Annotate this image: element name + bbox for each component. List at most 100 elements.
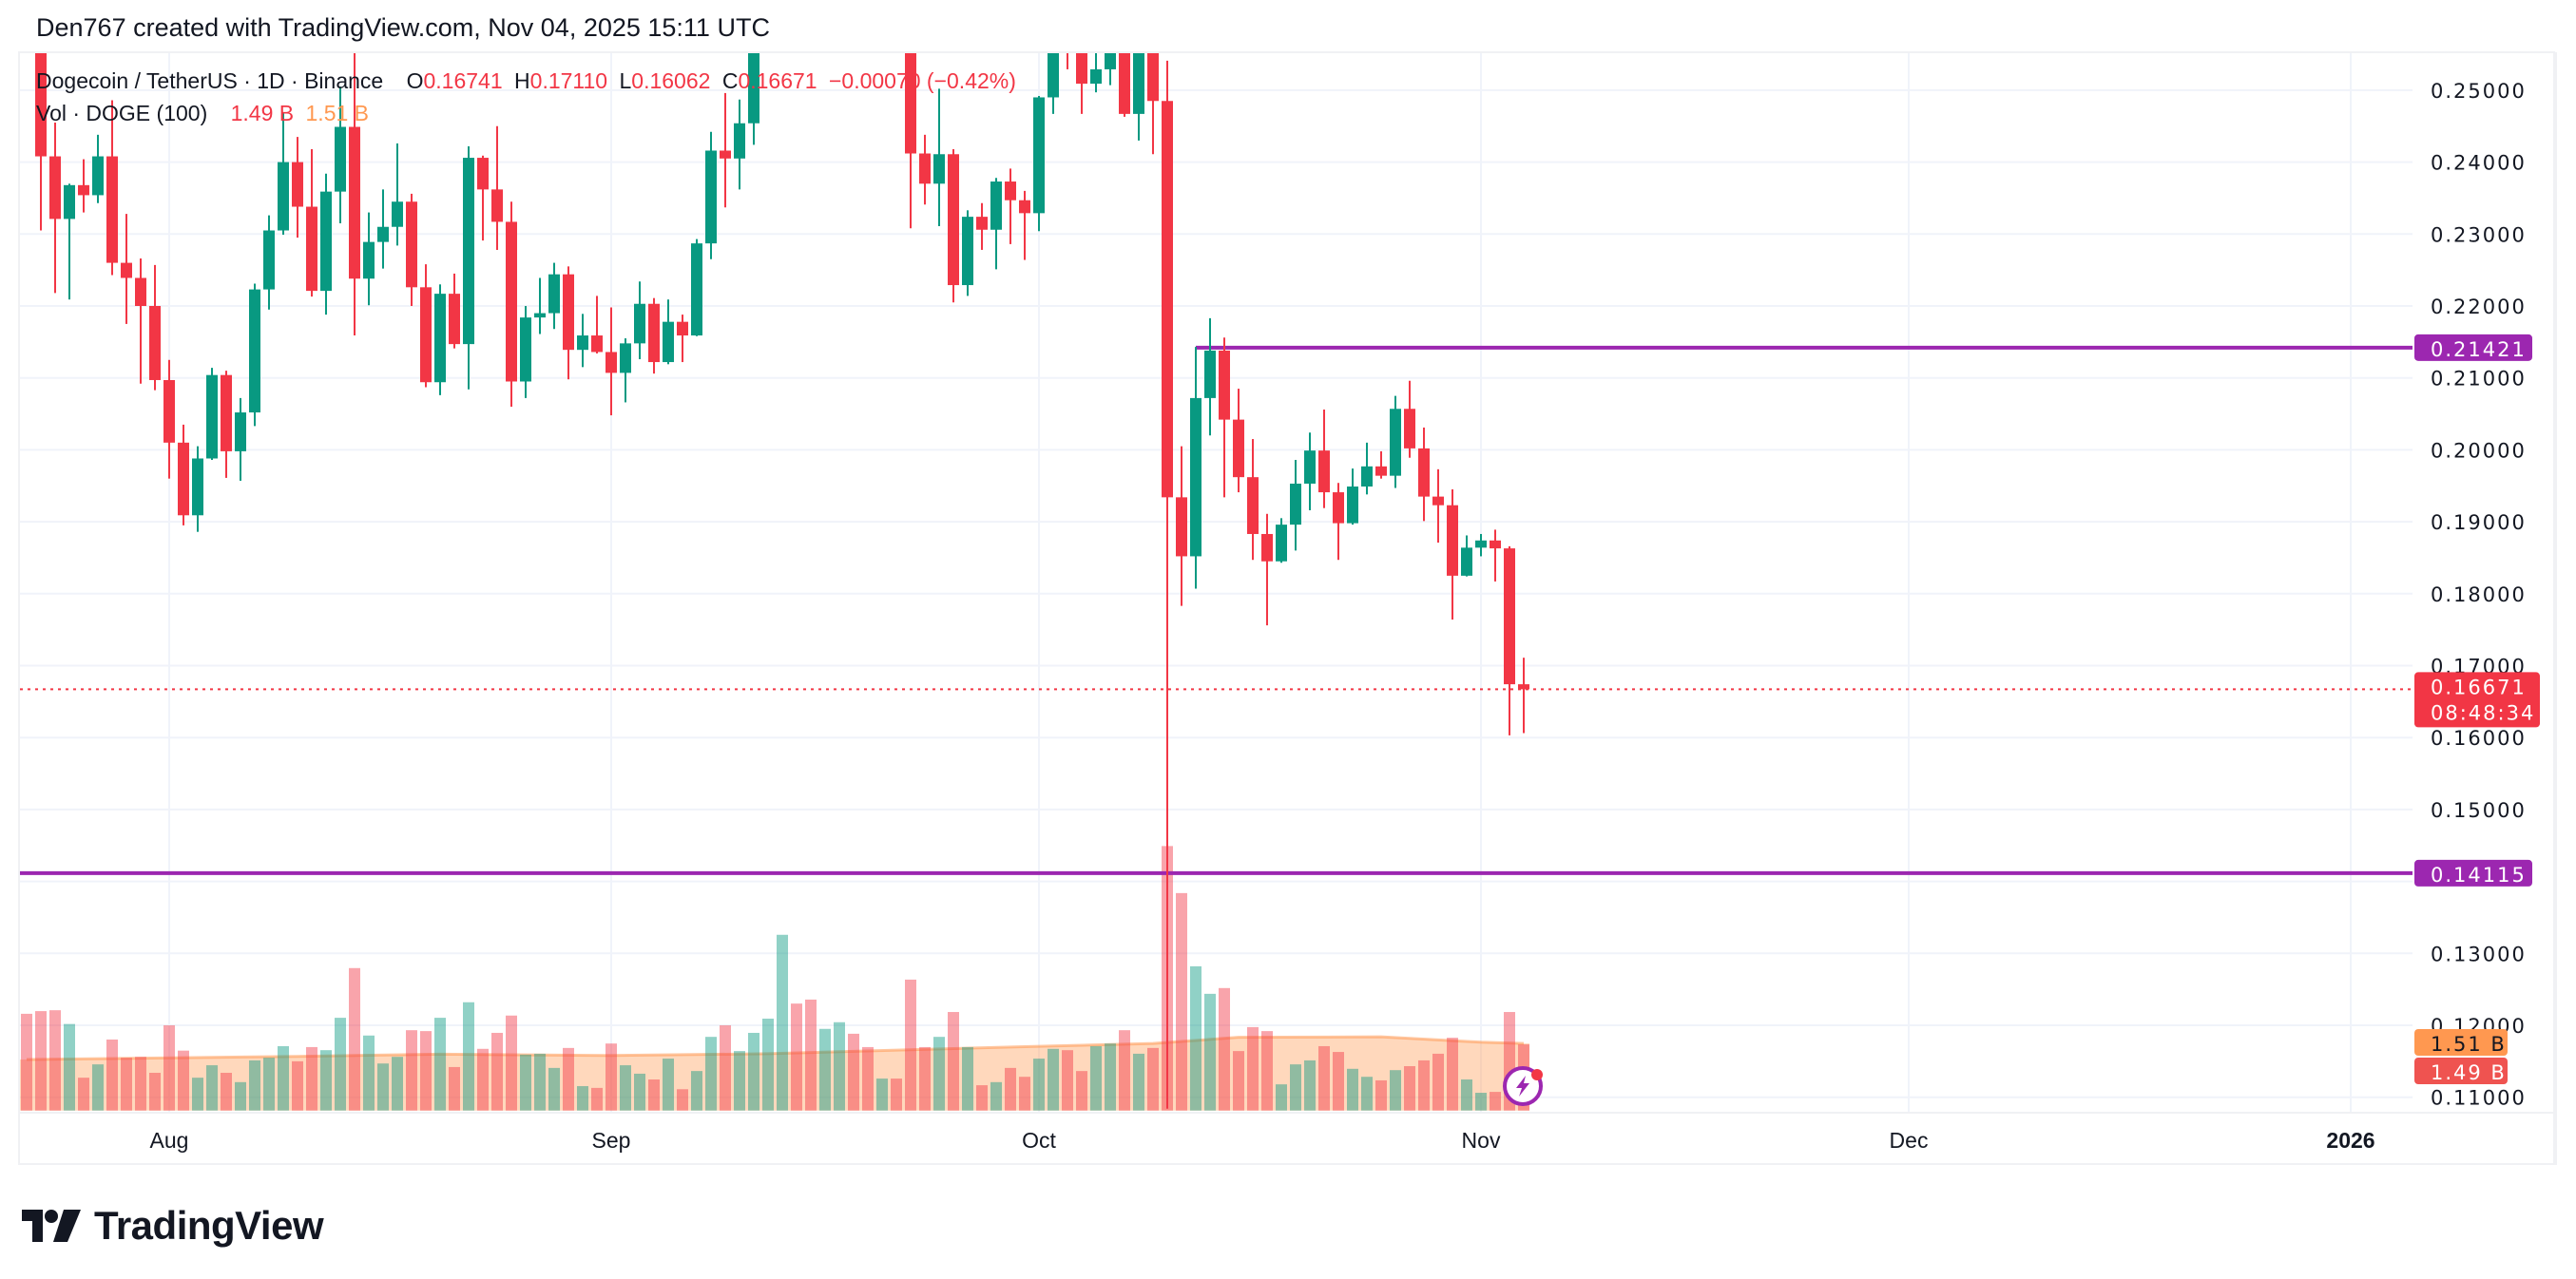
candle-body [548,274,560,314]
price-axis[interactable]: 0.25000 0.24000 0.23000 0.22000 0.21000 0.200… [2431,52,2557,1165]
candle-body [705,150,717,244]
volume-bar [705,1037,717,1111]
volume-bar [491,1032,503,1111]
close-label: C [721,68,739,93]
level-lines [20,345,2413,875]
volume-bar [78,1078,89,1111]
time-axis-label: Aug [150,1128,189,1153]
volume-bar [734,1051,745,1111]
last-price-badge-text: 08:48:34 [2431,701,2535,724]
symbol-legend[interactable]: Dogecoin / TetherUS · 1D · Binance O0.16… [36,68,1022,94]
candle-body [1119,53,1130,114]
volume-bar [1204,993,1216,1111]
tradingview-logo[interactable]: TradingView [22,1203,324,1248]
candle-body [221,374,232,451]
volume-bar [1418,1059,1430,1111]
time-axis[interactable]: Aug Sep Oct Nov Dec 2026 [150,1128,2375,1153]
candle-body [1247,477,1259,534]
candle-body [335,126,346,192]
volume-bar [1233,1051,1244,1111]
high-label: H [514,68,530,93]
candle-body [1190,397,1201,557]
level-price-badge-text: 0.14115 [2431,864,2527,887]
price-axis-label: 0.21000 [2431,368,2527,391]
candle-body [64,184,75,220]
volume-bar [221,1073,232,1111]
candle-body [1204,350,1216,398]
logo-text: TradingView [94,1203,324,1248]
volume-badge-bg [2414,1058,2508,1084]
candle-body [363,241,375,279]
candle-body [235,412,246,451]
candle-body [1290,483,1301,525]
candle-body [1076,53,1087,85]
last-price-badge-bg [2414,672,2540,728]
candle-body [121,262,132,278]
candle-body [149,306,161,380]
volume-bar [377,1063,389,1111]
price-axis-label: 0.25000 [2431,80,2527,103]
volume-bar [1005,1067,1016,1111]
volume-title[interactable]: Vol · DOGE (100) [36,101,208,125]
candle-body [1162,101,1173,498]
volume-bar [392,1057,403,1111]
candle-body [106,156,118,263]
volume-bar [1447,1038,1458,1111]
candle-body [1375,466,1387,476]
candle-body [320,191,332,292]
volume-bar [905,979,916,1111]
candle-body [278,162,289,231]
candle-body [392,201,403,227]
symbol-title[interactable]: Dogecoin / TetherUS · 1D · Binance [36,68,384,93]
volume-bar [990,1081,1002,1111]
level-price-badge-text: 0.21421 [2431,338,2527,361]
volume-bar [563,1047,574,1111]
candles [35,53,1529,1109]
volume-bar [206,1065,218,1111]
candle-body [491,189,503,222]
volume-bar [1133,1053,1144,1111]
price-axis-label: 0.20000 [2431,439,2527,462]
change-value: −0.00070 (−0.42%) [828,68,1016,93]
candle-body [1504,548,1515,685]
volume-bar [1475,1093,1487,1111]
volume-bar [434,1018,446,1111]
candle-body [591,335,603,353]
lightning-alert-icon[interactable] [1503,1066,1543,1106]
level-price-badge-bg [2414,859,2532,887]
volume-bar [948,1012,959,1111]
volume-bar [1261,1031,1273,1111]
volume-value: 1.49 B [230,101,295,125]
candle-body [178,442,189,516]
candle-body [1333,492,1344,524]
volume-bar [591,1087,603,1111]
candle-body [677,321,688,336]
last-price-badge-text: 0.16671 [2431,676,2527,698]
volume-bar [1333,1052,1344,1111]
volume-bar [320,1050,332,1111]
candle-body [434,294,446,383]
candle-body [1105,53,1116,69]
candle-body [1261,533,1273,562]
time-axis-label: Sep [592,1128,631,1153]
volume-bar [178,1050,189,1111]
price-axis-label: 0.19000 [2431,511,2527,534]
candle-body [263,230,275,290]
candle-body [1432,496,1444,506]
candle-body [990,181,1002,230]
last-price-badge: 0.16671 08:48:34 [2414,672,2540,728]
price-axis-label: 0.18000 [2431,583,2527,606]
candle-body [1461,547,1472,576]
candle-body [1404,409,1415,449]
candle-body [1490,540,1501,549]
volume-bar [919,1046,931,1111]
volume-bar [891,1079,902,1111]
candle-body [249,289,260,413]
volume-legend[interactable]: Vol · DOGE (100) 1.49 B 1.51 B [36,101,375,126]
volume-bar [1062,1050,1073,1111]
volume-bar [35,1011,47,1111]
volume-bar [862,1046,874,1111]
volume-bar [748,1032,759,1111]
volume-bar [663,1059,674,1111]
